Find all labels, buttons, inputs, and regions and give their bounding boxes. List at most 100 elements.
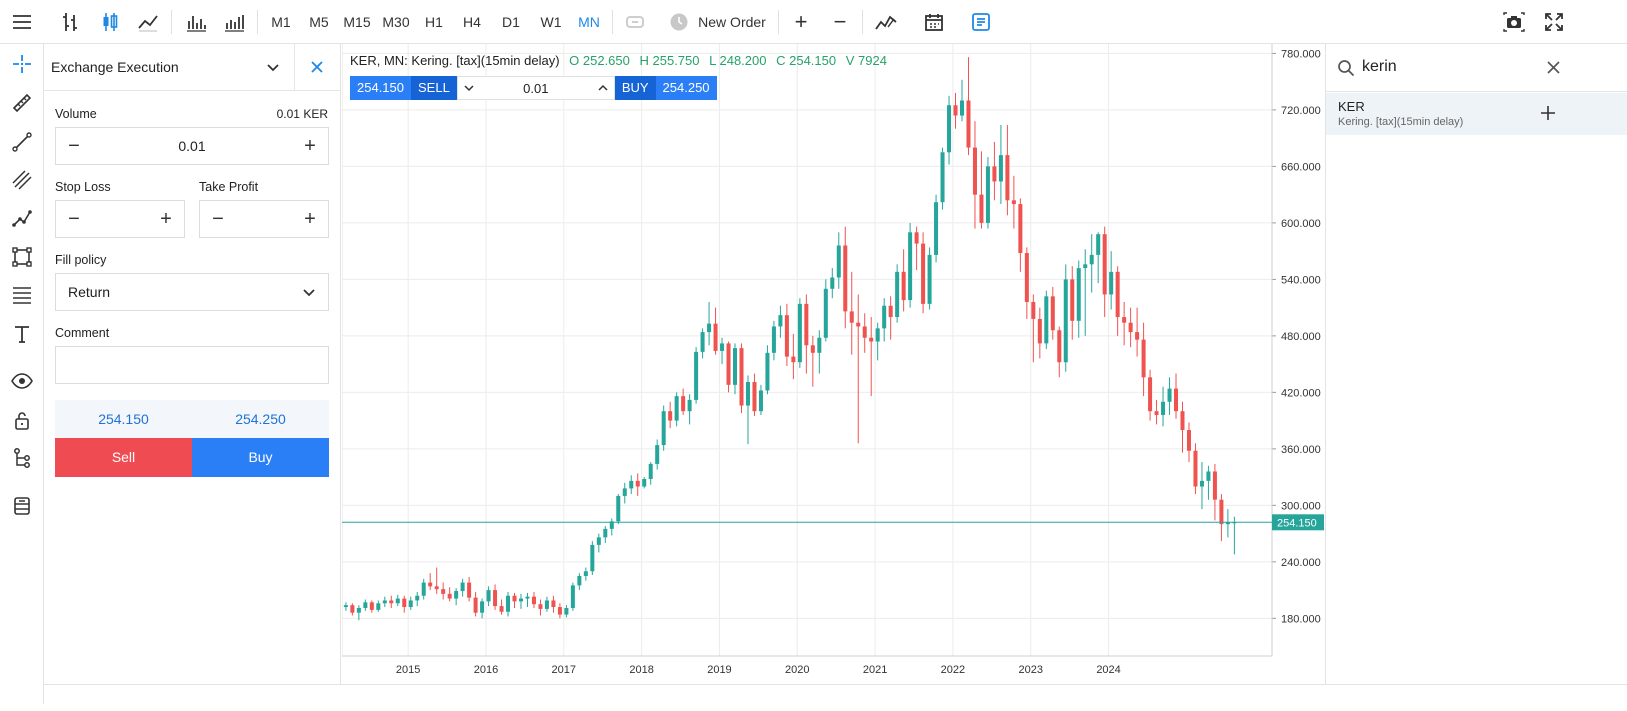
- zoom-out-button[interactable]: −: [833, 9, 847, 34]
- candle-body: [506, 595, 511, 612]
- candlestick-chart-svg[interactable]: 780.000 720.000 660.000 600.000 540.000 480.0…: [342, 44, 1324, 684]
- crosshair-icon[interactable]: [0, 46, 44, 82]
- execution-mode-select[interactable]: Exchange Execution: [51, 59, 179, 75]
- fill-policy-value: Return: [68, 284, 111, 300]
- volume-decrease-button[interactable]: −: [68, 134, 80, 157]
- volume-increase-button[interactable]: +: [304, 134, 316, 157]
- volume-input[interactable]: 0.01: [178, 138, 206, 154]
- candlestick-chart-type-icon[interactable]: [94, 6, 126, 38]
- hamburger-menu-icon[interactable]: [4, 6, 40, 38]
- fullscreen-icon[interactable]: [1538, 6, 1570, 38]
- buy-button[interactable]: Buy: [192, 438, 329, 477]
- indicator-line-icon[interactable]: [870, 6, 902, 38]
- fibonacci-icon[interactable]: [0, 277, 44, 313]
- polyline-icon[interactable]: [0, 200, 44, 236]
- timeframe-mn[interactable]: MN: [578, 14, 600, 30]
- one-click-trade-bar: 254.150 SELL 0.01 BUY 254.250: [350, 76, 717, 100]
- stop-loss-increase-button[interactable]: +: [160, 207, 172, 230]
- lock-icon[interactable]: [0, 402, 44, 438]
- order-panel: Exchange Execution Volume 0.01 KER − 0.0…: [44, 44, 341, 684]
- clear-search-icon[interactable]: [1547, 61, 1560, 77]
- order-panel-toggle-icon[interactable]: [965, 6, 997, 38]
- candle-body: [1219, 499, 1224, 525]
- toolbar-separator: [171, 10, 172, 34]
- one-click-trading-icon[interactable]: [620, 6, 650, 38]
- candle-body: [784, 315, 789, 357]
- trade-bar-sell-price[interactable]: 254.150: [350, 76, 411, 100]
- candle-body: [583, 571, 588, 576]
- fill-policy-select[interactable]: Return: [55, 273, 329, 311]
- candle-body: [525, 596, 530, 599]
- y-tick-label: 540.000: [1281, 274, 1321, 286]
- zoom-in-button[interactable]: +: [794, 9, 808, 34]
- candle-body: [882, 305, 887, 329]
- take-profit-decrease-button[interactable]: −: [212, 207, 224, 230]
- symbol-search-input[interactable]: kerin: [1362, 58, 1397, 75]
- symbol-search-panel: kerin KER Kering. [tax](15min delay): [1325, 44, 1627, 684]
- candle-body: [454, 591, 459, 599]
- trade-bar-lot-input[interactable]: 0.01: [523, 80, 549, 96]
- volume-indicator-icon[interactable]: [180, 6, 212, 38]
- candle-body: [758, 390, 763, 412]
- y-tick-label: 720.000: [1281, 105, 1321, 117]
- timeframe-m30[interactable]: M30: [382, 14, 410, 30]
- screenshot-camera-icon[interactable]: [1498, 6, 1530, 38]
- candle-body: [687, 399, 692, 412]
- text-tool-icon[interactable]: [0, 316, 44, 352]
- x-tick-label: 2023: [1019, 664, 1043, 676]
- add-symbol-icon[interactable]: [1540, 105, 1556, 124]
- candle-body: [875, 328, 880, 342]
- trade-bar-sell-button[interactable]: SELL: [411, 76, 457, 100]
- stop-loss-decrease-button[interactable]: −: [68, 207, 80, 230]
- trade-bar-buy-button[interactable]: BUY: [614, 76, 656, 100]
- candle-body: [1141, 339, 1146, 378]
- candle-body: [395, 598, 400, 604]
- candle-body: [1044, 296, 1049, 344]
- candle-body: [376, 603, 381, 610]
- trend-line-icon[interactable]: [0, 124, 44, 160]
- candle-body: [635, 480, 640, 487]
- lot-increase-chevron-icon[interactable]: [592, 83, 614, 93]
- lot-decrease-chevron-icon[interactable]: [458, 83, 480, 93]
- comment-input[interactable]: [55, 346, 329, 384]
- close-icon[interactable]: [310, 60, 324, 77]
- indicators-icon[interactable]: [218, 6, 250, 38]
- candle-body: [460, 582, 465, 592]
- sell-button[interactable]: Sell: [55, 438, 192, 477]
- candle-body: [895, 271, 900, 318]
- timeframe-m5[interactable]: M5: [309, 14, 329, 30]
- candle-body: [603, 528, 608, 538]
- objects-tree-icon[interactable]: [0, 440, 44, 476]
- timeframe-w1[interactable]: W1: [540, 14, 562, 30]
- timeframe-m15[interactable]: M15: [343, 14, 371, 30]
- line-chart-type-icon[interactable]: [132, 6, 164, 38]
- x-tick-label: 2016: [474, 664, 498, 676]
- new-order-button[interactable]: New Order: [698, 14, 766, 30]
- x-tick-label: 2015: [396, 664, 420, 676]
- ruler-icon[interactable]: [0, 85, 44, 121]
- candle-body: [369, 602, 374, 610]
- templates-icon[interactable]: [0, 488, 44, 524]
- take-profit-increase-button[interactable]: +: [304, 207, 316, 230]
- timeframe-h1[interactable]: H1: [425, 14, 443, 30]
- channel-icon[interactable]: [0, 162, 44, 198]
- price-chart[interactable]: 780.000 720.000 660.000 600.000 540.000 480.0…: [342, 44, 1324, 684]
- chevron-down-icon[interactable]: [266, 60, 280, 77]
- candle-body: [1161, 401, 1166, 415]
- volume-label: Volume: [55, 107, 97, 121]
- search-result-item[interactable]: KER Kering. [tax](15min delay): [1326, 93, 1627, 135]
- x-tick-label: 2024: [1096, 664, 1120, 676]
- timeframe-d1[interactable]: D1: [502, 14, 520, 30]
- candle-body: [1180, 411, 1185, 431]
- bar-chart-type-icon[interactable]: [54, 6, 86, 38]
- shapes-icon[interactable]: [0, 239, 44, 275]
- calendar-icon[interactable]: [918, 6, 950, 38]
- candle-body: [622, 488, 627, 496]
- candle-body: [739, 348, 744, 406]
- trade-bar-buy-price[interactable]: 254.250: [655, 76, 717, 100]
- timeframe-h4[interactable]: H4: [463, 14, 481, 30]
- candle-body: [901, 271, 906, 301]
- candle-body: [1128, 322, 1133, 333]
- eye-visibility-icon[interactable]: [0, 363, 44, 399]
- timeframe-m1[interactable]: M1: [271, 14, 291, 30]
